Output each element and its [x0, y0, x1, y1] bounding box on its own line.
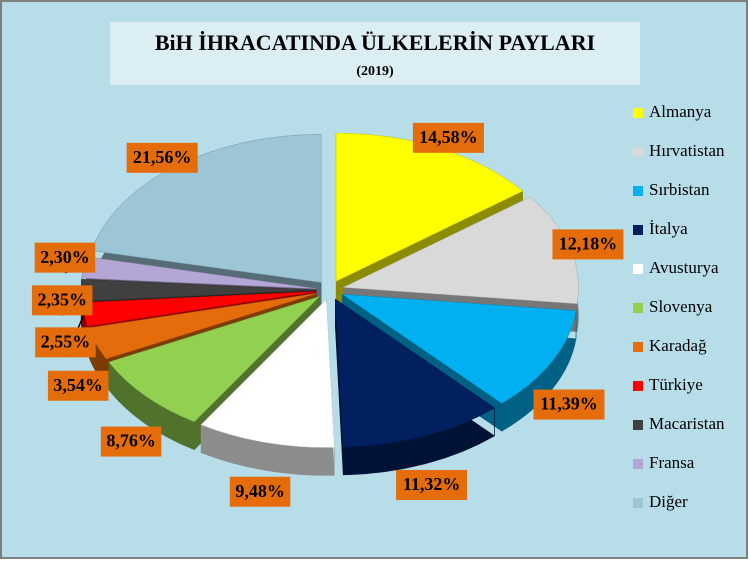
chart-subtitle: (2019) — [356, 64, 394, 79]
label-box — [126, 142, 198, 173]
legend-label: Hırvatistan — [649, 141, 725, 160]
data-label: 12,18% — [559, 234, 618, 254]
slice — [200, 298, 335, 448]
data-label: 14,58% — [419, 127, 478, 147]
legend-swatch — [633, 186, 643, 196]
legend-label: Fransa — [649, 453, 695, 472]
legend-swatch — [633, 342, 643, 352]
legend-swatch — [633, 303, 643, 313]
data-label: 11,32% — [403, 474, 461, 494]
label-box — [412, 122, 484, 153]
slice — [108, 296, 320, 423]
label-box — [31, 285, 93, 316]
legend-swatch — [633, 147, 643, 157]
label-box — [552, 229, 624, 260]
data-label: 8,76% — [106, 431, 156, 451]
label-box — [100, 426, 162, 457]
legend-swatch — [633, 225, 643, 235]
legend-label: Diğer — [649, 492, 688, 511]
label-box — [47, 370, 109, 401]
label-box — [396, 469, 468, 500]
data-label: 9,48% — [235, 481, 285, 501]
data-label: 2,30% — [40, 247, 90, 267]
data-label: 3,54% — [53, 375, 103, 395]
slice — [335, 298, 496, 448]
label-box — [35, 327, 96, 358]
legend-swatch — [633, 498, 643, 508]
label-box — [533, 389, 605, 420]
data-label: 21,56% — [133, 147, 192, 167]
label-box — [229, 476, 291, 507]
legend-label: Almanya — [649, 102, 712, 121]
legend-label: İtalya — [649, 219, 688, 238]
slice — [341, 294, 577, 404]
pie — [80, 132, 579, 476]
title-box — [110, 22, 640, 85]
legend: Almanya Hırvatistan Sırbistan İtalya Avustur… — [633, 102, 725, 511]
legend-swatch — [633, 420, 643, 430]
label-box — [34, 242, 96, 273]
legend-swatch — [633, 459, 643, 469]
legend-label: Sırbistan — [649, 180, 710, 199]
chart-title: BiH İHRACATINDA ÜLKELERİN PAYLARI — [155, 30, 595, 55]
data-label: 2,35% — [37, 289, 87, 309]
labels: 14,58% 12,18% 11,39% 11,32% 9,48% 8,76% 3,54% 2… — [31, 122, 624, 507]
data-label: 2,55% — [41, 331, 91, 351]
legend-swatch — [633, 381, 643, 391]
legend-swatch — [633, 264, 643, 274]
legend-label: Karadağ — [649, 336, 707, 355]
legend-label: Avusturya — [649, 258, 719, 277]
legend-swatch — [633, 108, 643, 118]
data-label: 11,39% — [540, 394, 598, 414]
legend-label: Türkiye — [649, 375, 703, 394]
legend-label: Slovenya — [649, 297, 713, 316]
legend-label: Macaristan — [649, 414, 725, 433]
